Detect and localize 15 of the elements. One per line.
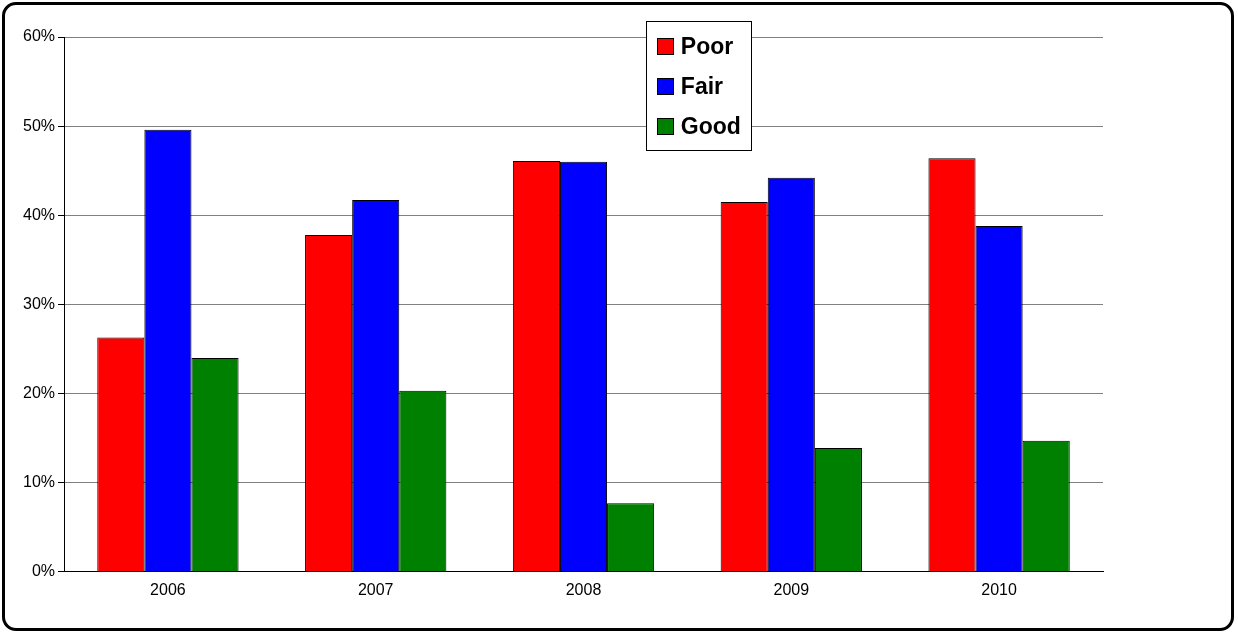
y-tick-label: 20% [22,383,56,401]
x-tick-label: 2007 [357,580,394,598]
legend-label: Good [680,112,741,140]
y-tick-label: 10% [22,473,56,491]
legend-label: Poor [680,32,734,60]
y-tick-label: 30% [22,294,56,312]
x-tick-label: 2006 [150,580,186,598]
x-tick-label: 2008 [565,580,602,598]
y-tick-label: 60% [22,27,56,45]
x-tick-label: 2009 [773,580,810,598]
legend-label: Fair [680,72,724,100]
y-tick-label: 40% [22,205,56,223]
x-tick-label: 2010 [981,580,1017,598]
y-tick-label: 50% [22,116,56,134]
y-tick-label: 0% [31,562,56,580]
